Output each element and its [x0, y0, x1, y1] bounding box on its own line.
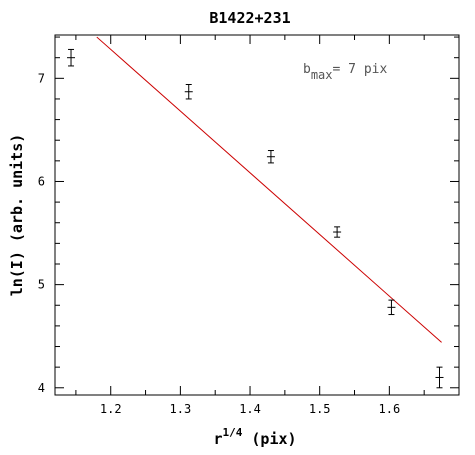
y-tick-label: 6	[38, 174, 45, 188]
y-axis: 4 5 6 7	[38, 36, 459, 395]
y-tick-label: 5	[38, 278, 45, 292]
x-axis-label-base: r	[213, 430, 222, 448]
data-point	[266, 150, 275, 164]
data-point	[387, 299, 396, 316]
fit-line	[96, 36, 442, 343]
annotation-prefix: b	[303, 62, 311, 77]
data-point	[333, 226, 342, 238]
x-tick-label: 1.5	[309, 402, 331, 416]
data-point	[435, 366, 444, 389]
x-axis: 1.2 1.3 1.4 1.5 1.6	[75, 35, 460, 416]
data-point	[184, 84, 193, 100]
x-axis-label-exponent: 1/4	[222, 426, 242, 439]
x-tick-label: 1.2	[100, 402, 122, 416]
data-points	[67, 48, 444, 389]
y-axis-label: ln(I) (arb. units)	[8, 134, 26, 297]
chart-title: B1422+231	[209, 9, 290, 27]
data-point	[67, 48, 76, 67]
annotation-subscript: max	[311, 68, 333, 82]
x-axis-label: r1/4 (pix)	[213, 426, 296, 448]
annotation: bmax= 7 pix	[303, 62, 387, 82]
y-tick-label: 4	[38, 381, 45, 395]
plot-frame	[54, 34, 460, 396]
x-tick-label: 1.6	[379, 402, 401, 416]
x-tick-label: 1.3	[170, 402, 192, 416]
x-tick-label: 1.4	[239, 402, 261, 416]
y-tick-label: 7	[38, 71, 45, 85]
x-axis-label-unit: (pix)	[242, 430, 296, 448]
annotation-suffix: = 7 pix	[333, 62, 388, 77]
